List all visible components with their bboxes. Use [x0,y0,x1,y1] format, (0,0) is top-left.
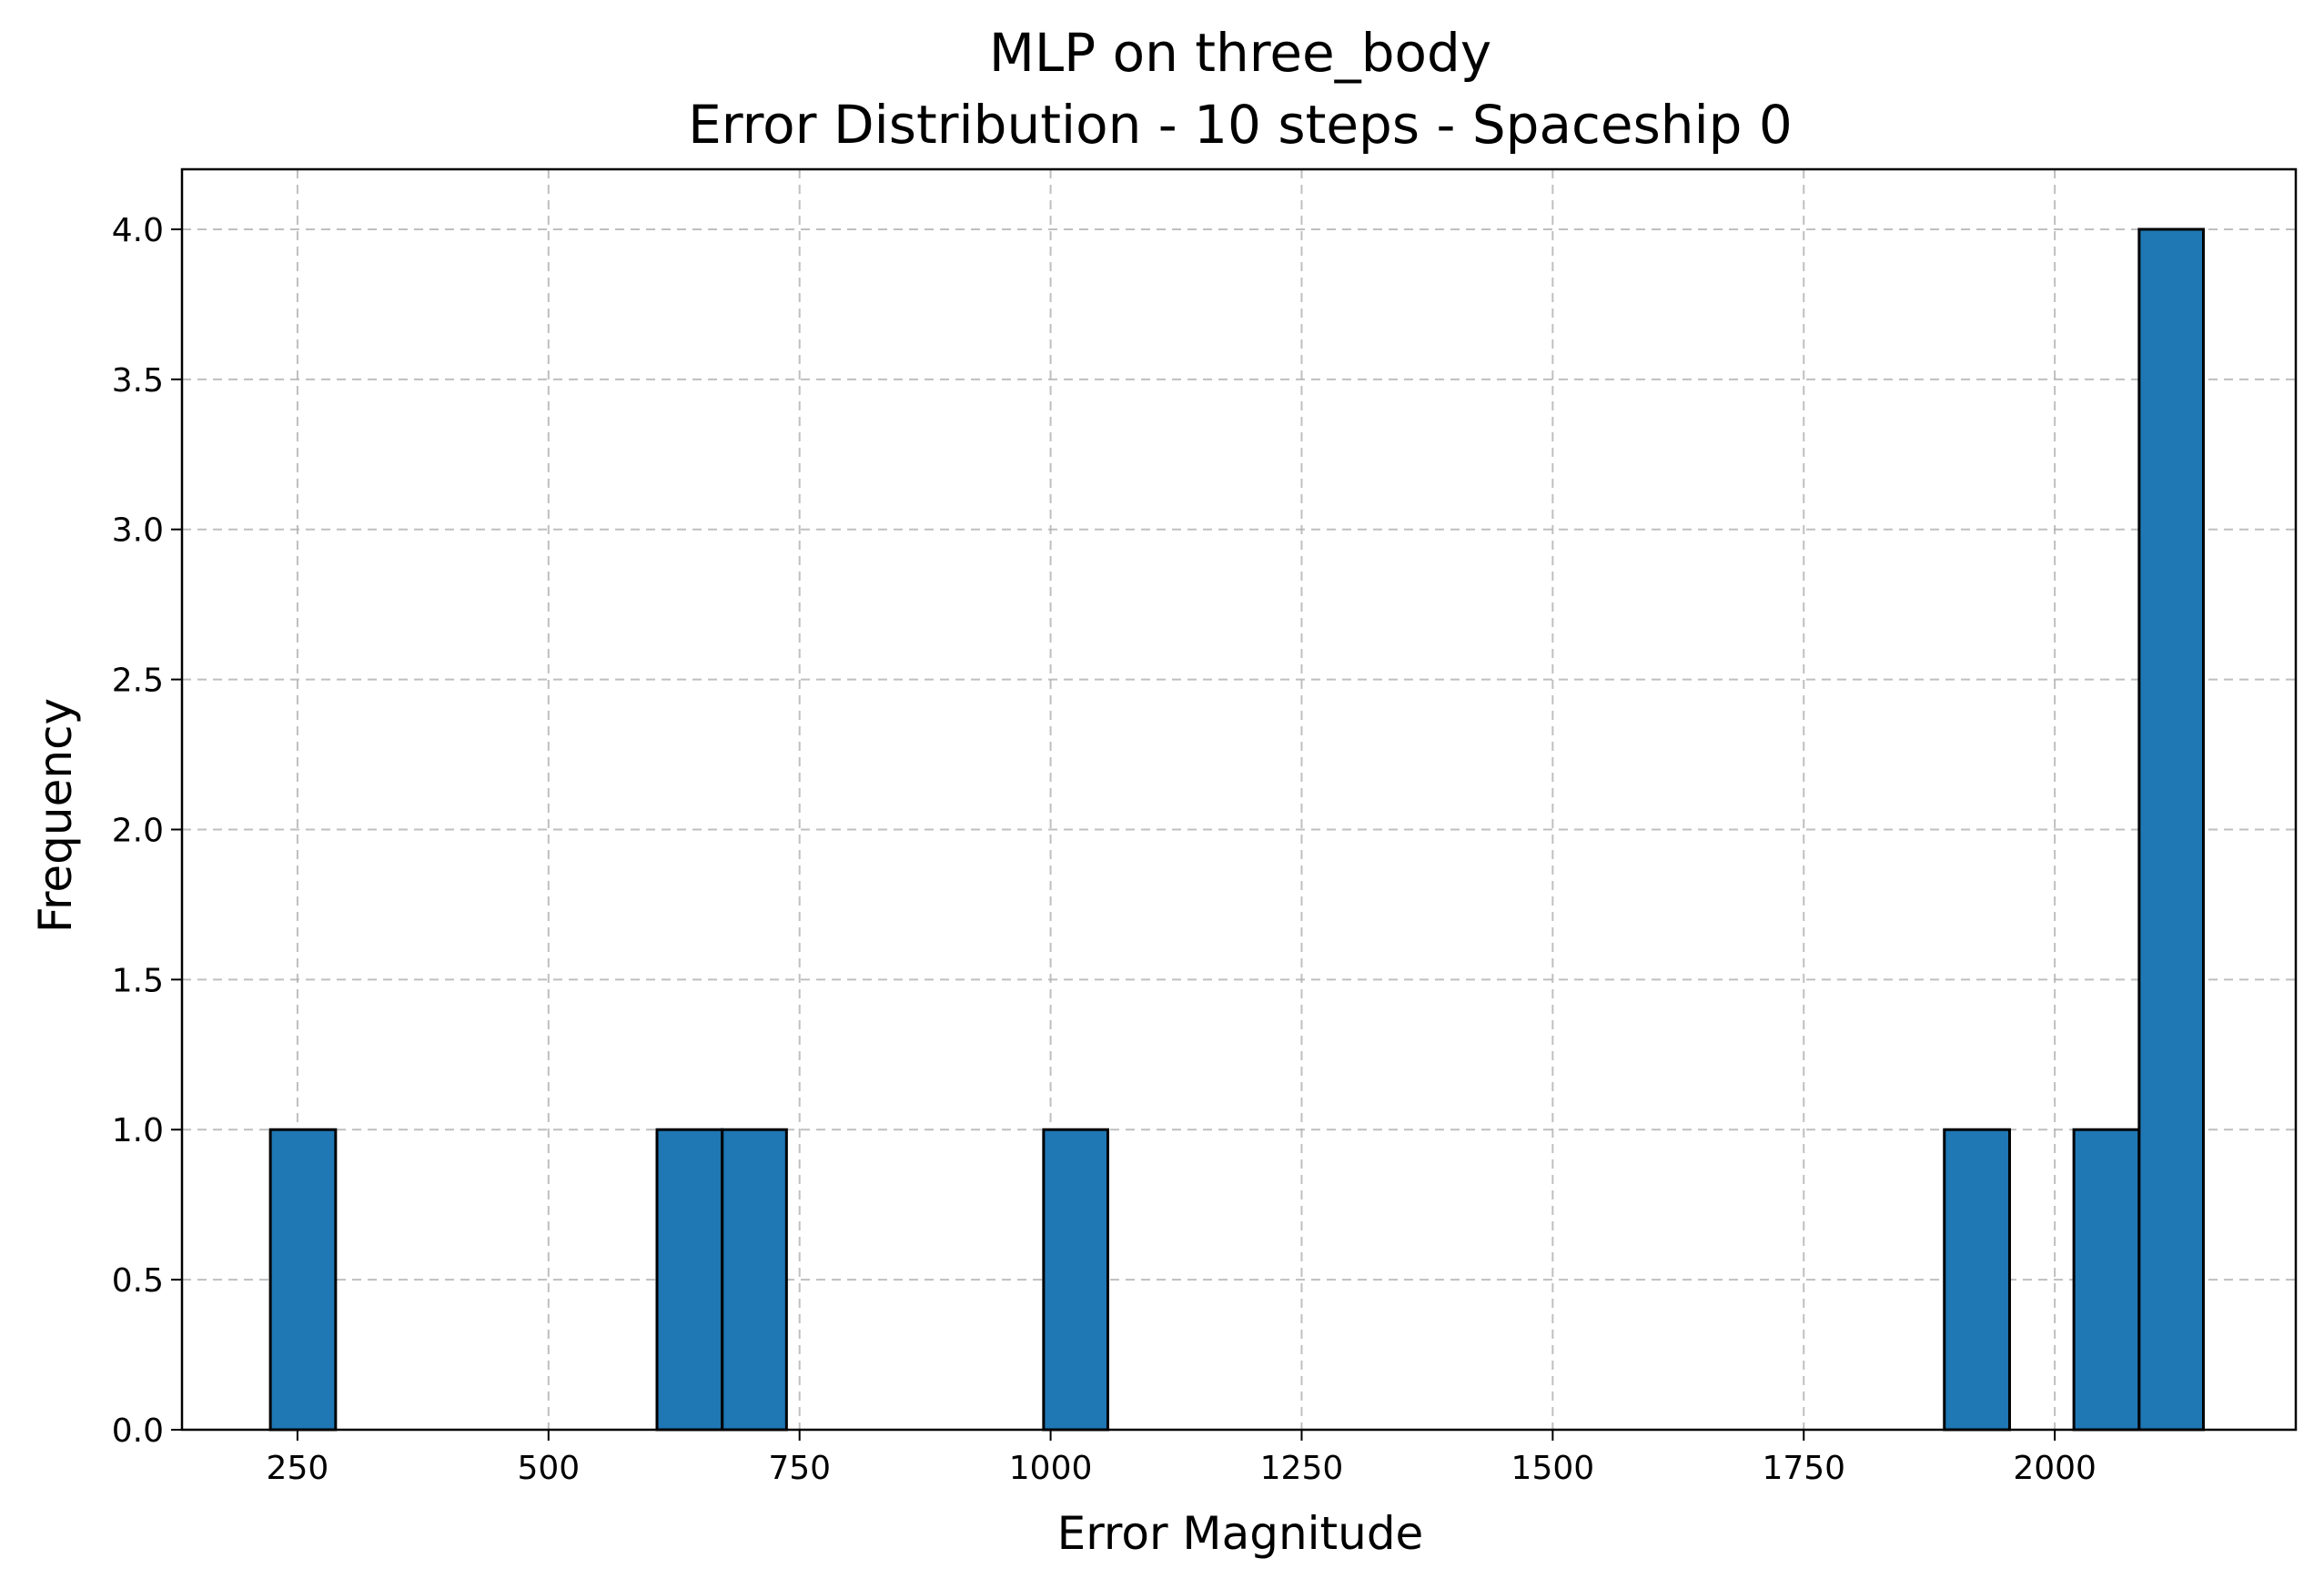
y-tick-label: 3.5 [112,362,164,400]
y-tick-label: 1.0 [112,1112,164,1149]
histogram-bar [655,1128,724,1432]
y-tick-label: 4.0 [112,212,164,249]
y-tick-label: 0.5 [112,1262,164,1300]
plot-frame [180,167,2298,1432]
x-tick-label: 1500 [1511,1450,1595,1487]
histogram-bar [721,1128,788,1432]
x-tick-label: 1000 [1009,1450,1093,1487]
y-axis-label: Frequency [29,698,82,933]
histogram-bar [2072,1128,2141,1432]
x-tick-label: 1750 [1762,1450,1845,1487]
y-tick-label: 2.0 [112,812,164,849]
x-tick-label: 750 [768,1450,831,1487]
axis-ticks: 250 500 750 1000 1250 1500 1750 2000 0.0 0.5 1.0 1.… [112,212,2097,1487]
histogram-bar [268,1128,338,1432]
x-tick-label: 1250 [1260,1450,1344,1487]
chart-title: MLP on three_body [989,22,1491,84]
x-tick-label: 250 [267,1450,329,1487]
histogram-bar [1042,1128,1109,1432]
y-tick-label: 2.5 [112,663,164,700]
y-tick-label: 0.0 [112,1412,164,1450]
histogram-bar [2137,228,2205,1432]
y-tick-label: 1.5 [112,962,164,999]
chart-subtitle: Error Distribution - 10 steps - Spaceshi… [688,94,1793,156]
y-tick-label: 3.0 [112,512,164,550]
x-tick-label: 500 [517,1450,580,1487]
x-tick-label: 2000 [2013,1450,2097,1487]
histogram-bar [1943,1128,2011,1432]
x-axis-label: Error Magnitude [1057,1507,1424,1560]
